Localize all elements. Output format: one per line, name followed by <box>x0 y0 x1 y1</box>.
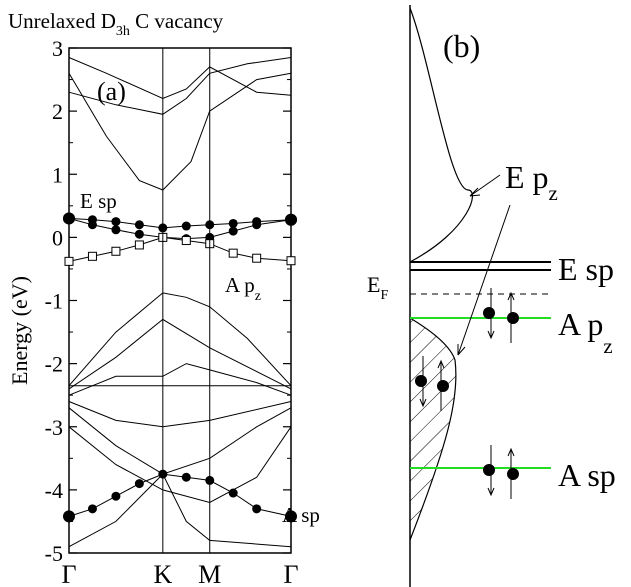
y-tick-label: 1 <box>52 162 63 187</box>
spin-arrow-head <box>437 359 445 369</box>
data-point-open-square <box>87 251 97 261</box>
data-point-circle <box>134 220 144 230</box>
data-point-open-square <box>228 248 238 258</box>
y-tick-label: -3 <box>45 415 63 440</box>
label-a-pz: A pz <box>558 306 613 358</box>
band-line <box>68 363 292 396</box>
defect-band-line <box>68 217 292 229</box>
data-point-circle <box>228 226 238 236</box>
electron-dot <box>437 380 449 392</box>
data-point-circle <box>87 504 97 514</box>
spin-arrow-head <box>507 447 515 457</box>
data-point-circle <box>134 479 144 489</box>
annotation-a-pz: A pz <box>225 273 261 304</box>
panel-a-title: Unrelaxed D3h C vacancy <box>8 9 224 39</box>
annotation-e-sp: E sp <box>80 189 117 213</box>
annotation-a-sp: A sp <box>282 503 320 527</box>
data-point-circle <box>63 212 75 225</box>
data-point-circle <box>252 220 262 230</box>
data-point-circle <box>181 221 191 231</box>
x-tick-label: Γ <box>61 560 76 587</box>
spin-arrow-head <box>487 487 495 497</box>
band-line <box>68 292 292 387</box>
label-pointer-arrows <box>457 174 511 356</box>
band-line <box>68 426 292 504</box>
data-point-open-square <box>286 256 296 266</box>
electron-dot <box>507 468 519 480</box>
y-tick-label: -5 <box>45 541 63 566</box>
data-point-circle <box>63 510 75 523</box>
data-point-open-square <box>252 253 262 263</box>
data-point-circle <box>285 510 297 523</box>
data-point-circle <box>111 225 121 235</box>
y-tick-label: 3 <box>52 36 63 61</box>
pointer-arrow-head <box>469 187 481 197</box>
data-point-circle <box>134 229 144 239</box>
label-fermi: EF <box>367 272 388 303</box>
data-point-circle <box>228 218 238 228</box>
pointer-arrow-head <box>457 344 466 356</box>
data-point-circle <box>228 488 238 498</box>
y-tick-label: 2 <box>52 99 63 124</box>
data-point-open-square <box>134 240 144 250</box>
x-tick-label: K <box>153 560 172 587</box>
data-point-circle <box>181 472 191 482</box>
y-tick-label: -2 <box>45 352 63 377</box>
band-line <box>68 318 292 390</box>
data-point-circle <box>87 220 97 230</box>
y-tick-label: 0 <box>52 225 63 250</box>
electron-dot <box>507 312 519 324</box>
data-point-open-square <box>111 246 121 256</box>
defect-band-line <box>68 217 292 240</box>
band-line <box>68 407 292 475</box>
panel-b-label: (b) <box>443 28 480 64</box>
label-e-sp: E sp <box>558 251 614 287</box>
defect-band-line <box>68 473 292 517</box>
data-point-open-square <box>181 236 191 246</box>
electron-dot <box>415 375 427 387</box>
band-line <box>68 401 292 428</box>
x-tick-label: M <box>198 560 221 587</box>
band-line <box>68 57 292 115</box>
electron-dot <box>483 464 495 476</box>
y-tick-label: -4 <box>45 478 63 503</box>
defect-band-line <box>68 236 292 262</box>
panel-a-label: (a) <box>97 77 126 106</box>
spin-arrow-head <box>487 330 495 340</box>
density-of-states-panel <box>409 5 553 587</box>
label-e-pz: E pz <box>505 159 558 205</box>
data-point-circle <box>111 217 121 227</box>
pointer-arrow <box>469 174 501 197</box>
label-a-sp: A sp <box>558 457 616 493</box>
band-line <box>68 72 292 191</box>
band-line <box>68 57 292 100</box>
band-line <box>68 473 292 548</box>
spin-arrow-head <box>419 398 427 408</box>
y-axis-label: Energy (eV) <box>7 276 32 385</box>
electron-dot <box>483 307 495 319</box>
data-point-circle <box>111 491 121 501</box>
data-point-circle <box>252 504 262 514</box>
electron-spins <box>415 288 519 499</box>
pointer-arrow <box>457 204 511 356</box>
data-point-circle <box>285 213 297 226</box>
data-point-open-square <box>64 256 74 266</box>
band-lines <box>68 57 292 548</box>
x-tick-label: Γ <box>283 560 298 587</box>
y-axis-ticks: -5 -4 -3 -2 -1 0 1 2 3 <box>45 36 291 566</box>
y-tick-label: -1 <box>45 289 63 314</box>
spin-arrow-head <box>507 291 515 301</box>
occupied-states-hatch <box>410 318 456 540</box>
